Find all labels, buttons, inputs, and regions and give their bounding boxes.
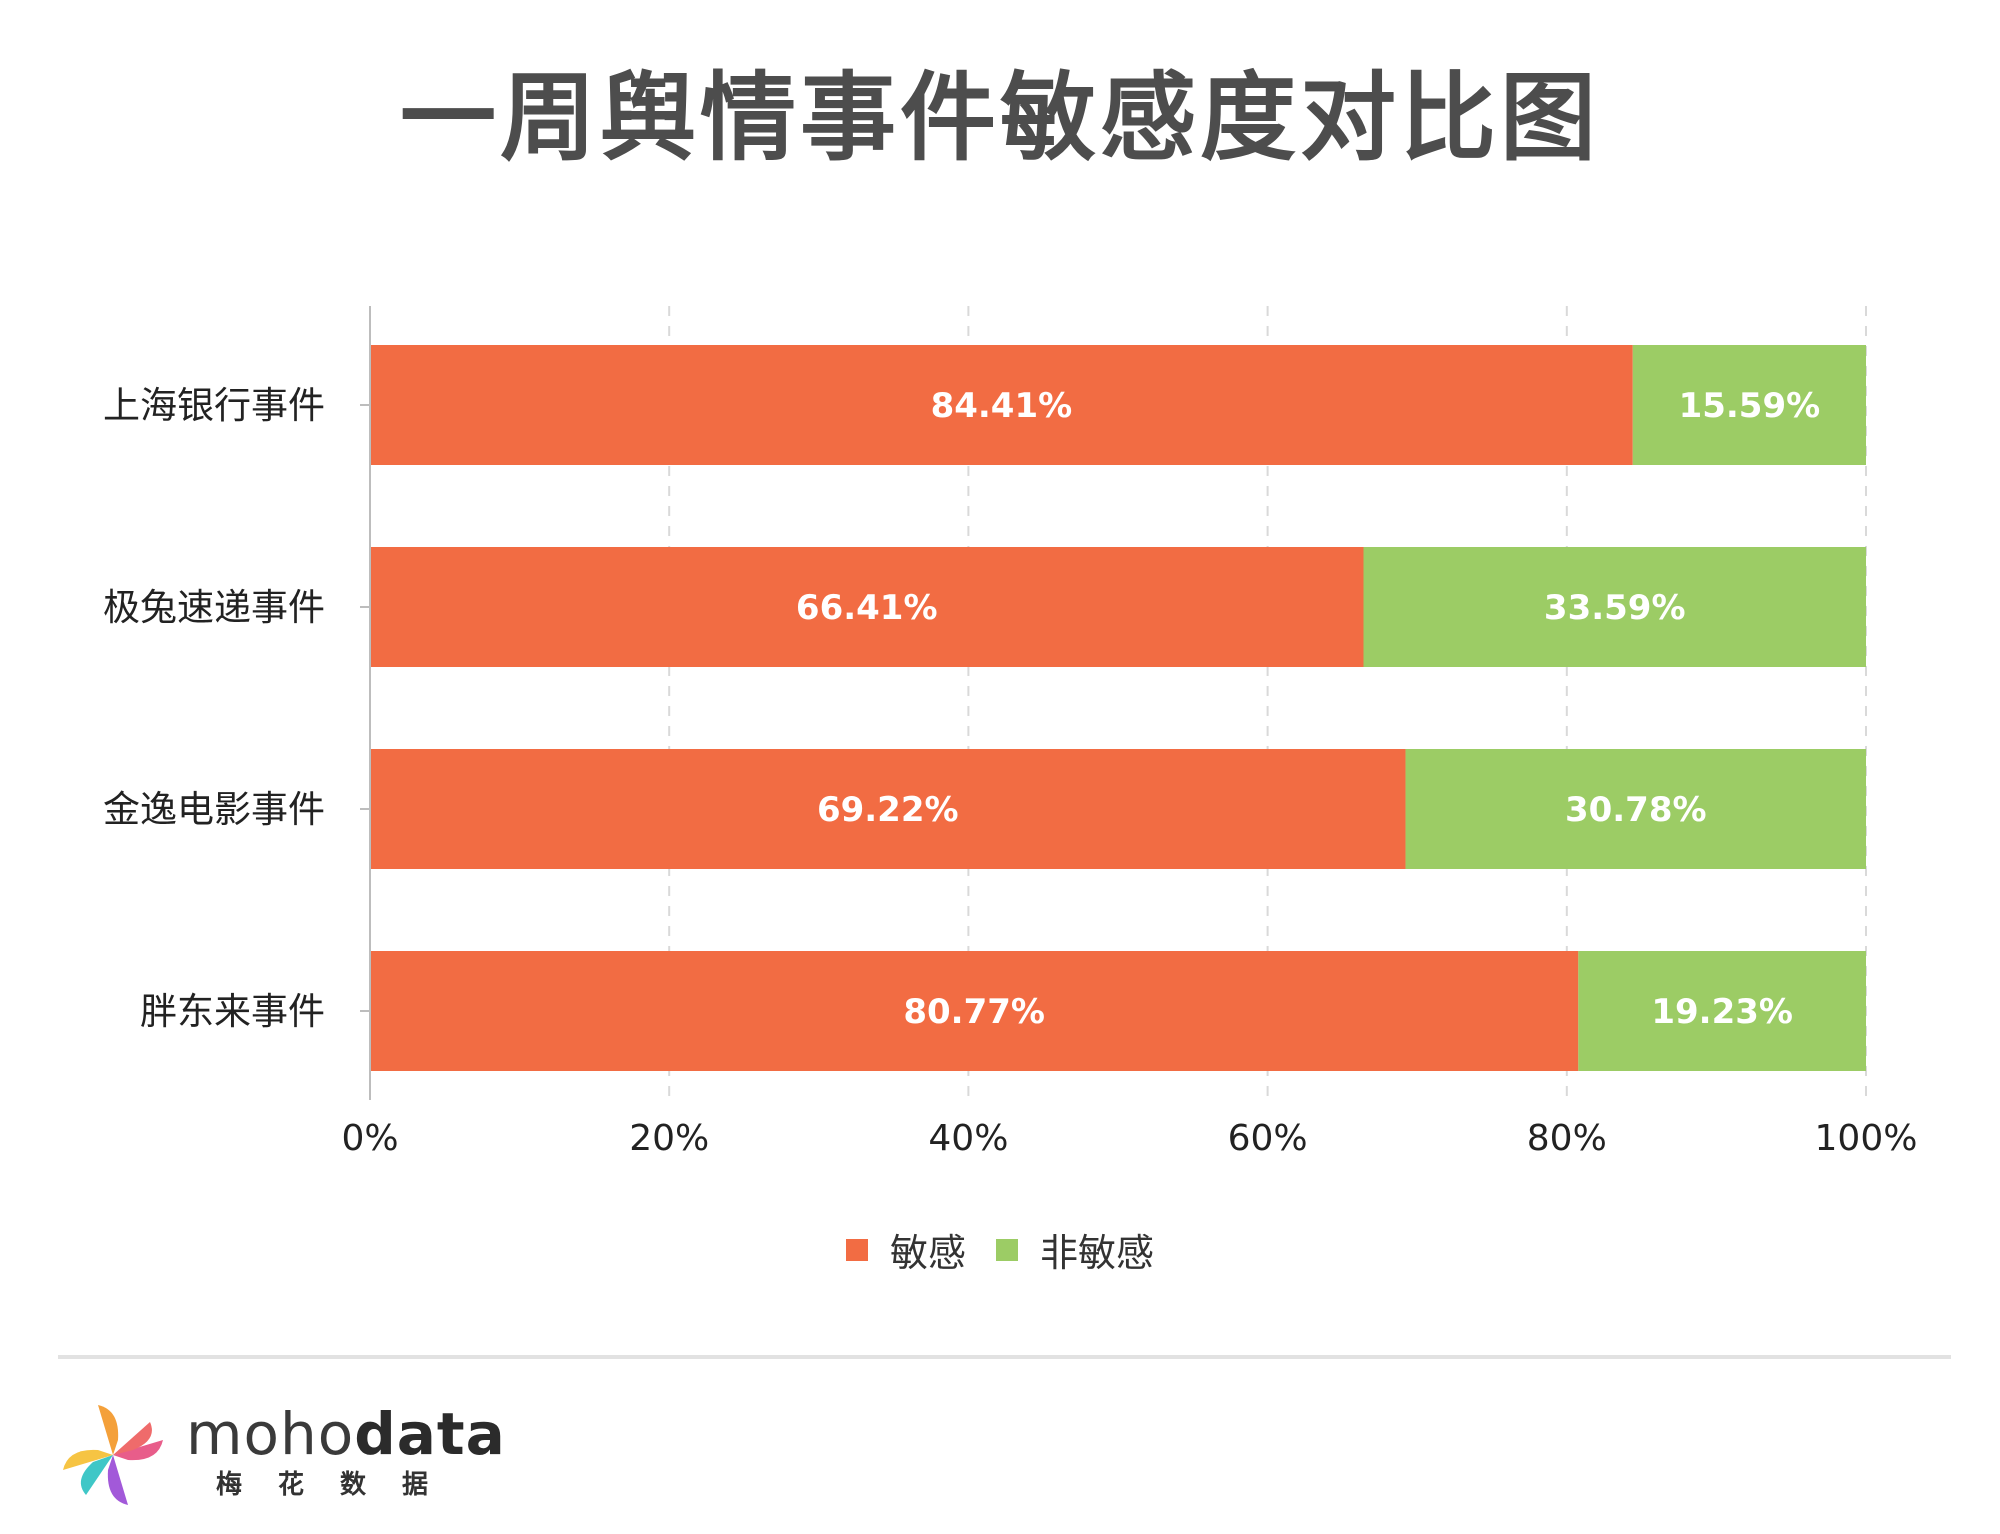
x-tick-label: 0% — [341, 1118, 398, 1159]
logo-subtitle: 梅花数据 — [216, 1470, 465, 1500]
logo-word-light: moho — [186, 1400, 355, 1468]
category-label: 极兔速递事件 — [103, 586, 325, 629]
bars: 84.41% 15.59% 66.41% 33.59% 69.22% 30.78% 80.7… — [370, 345, 1866, 1071]
bar-sensitive[interactable] — [370, 547, 1364, 667]
bar-sensitive[interactable] — [370, 749, 1406, 869]
x-tick-label: 60% — [1228, 1118, 1308, 1159]
stacked-bar-chart: 84.41% 15.59% 66.41% 33.59% 69.22% 30.78% 80.7… — [103, 306, 1917, 1159]
x-tick-label: 20% — [629, 1118, 709, 1159]
legend-item-sensitive[interactable]: 敏感 — [845, 1222, 966, 1277]
bar-data-label: 84.41% — [931, 386, 1073, 426]
bar-sensitive[interactable] — [370, 345, 1633, 465]
x-tick-label: 40% — [928, 1118, 1008, 1159]
legend-item-non-sensitive[interactable]: 非敏感 — [996, 1222, 1154, 1277]
legend: 敏感 非敏感 — [0, 1222, 2000, 1277]
pinwheel-logo-icon — [63, 1405, 163, 1505]
x-tick-label: 100% — [1815, 1118, 1918, 1159]
legend-swatch-sensitive — [845, 1238, 868, 1261]
mohodata-logo: mohodata 梅花数据 — [58, 1400, 505, 1510]
bar-data-label: 30.78% — [1565, 790, 1707, 830]
bar-non-sensitive[interactable] — [1405, 749, 1866, 869]
legend-label-non-sensitive: 非敏感 — [1040, 1231, 1155, 1275]
bar-non-sensitive[interactable] — [1632, 345, 1866, 465]
category-label: 胖东来事件 — [140, 990, 325, 1033]
bar-data-label: 33.59% — [1544, 588, 1686, 628]
x-tick-label: 80% — [1527, 1118, 1607, 1159]
bar-data-label: 66.41% — [796, 588, 938, 628]
legend-label-sensitive: 敏感 — [889, 1231, 966, 1275]
category-label: 金逸电影事件 — [103, 788, 325, 831]
legend-swatch-non-sensitive — [996, 1238, 1018, 1261]
bar-data-label: 19.23% — [1651, 992, 1793, 1032]
bar-data-label: 80.77% — [903, 992, 1045, 1032]
bar-sensitive[interactable] — [370, 951, 1579, 1071]
bar-non-sensitive[interactable] — [1578, 951, 1866, 1071]
bar-data-label: 69.22% — [817, 790, 959, 830]
x-tick-labels: 0% 20% 40% 60% 80% 100% — [341, 1118, 1917, 1159]
category-label: 上海银行事件 — [103, 384, 325, 427]
bar-non-sensitive[interactable] — [1363, 547, 1866, 667]
logo-word-bold: data — [354, 1400, 506, 1468]
chart-title: 一周舆情事件敏感度对比图 — [400, 62, 1600, 174]
logo-wordmark: mohodata — [186, 1400, 506, 1468]
footer-divider — [58, 1355, 1951, 1359]
bar-data-label: 15.59% — [1679, 386, 1821, 426]
